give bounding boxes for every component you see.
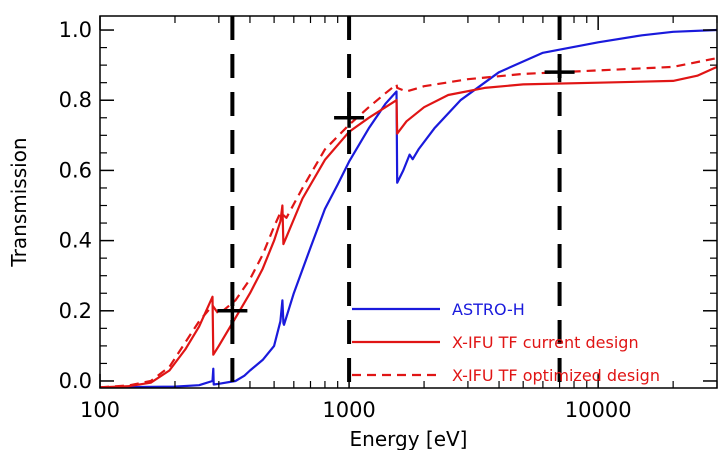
x-tick-label: 1000 (322, 398, 375, 422)
y-tick-label: 1.0 (59, 18, 92, 42)
y-tick-label: 0.4 (59, 229, 92, 253)
tick-labels: 100 1000 10000 0.0 0.2 0.4 0.6 0.8 1.0 (59, 18, 632, 422)
y-tick-label: 0.0 (59, 369, 92, 393)
x-tick-label: 10000 (565, 398, 632, 422)
x-tick-label: 100 (80, 398, 120, 422)
legend-label-2: X-IFU TF optimized design (452, 366, 660, 385)
y-tick-label: 0.8 (59, 88, 92, 112)
legend: ASTRO-H X-IFU TF current design X-IFU TF o… (352, 300, 660, 385)
y-tick-label: 0.2 (59, 299, 92, 323)
y-axis-title: Transmission (7, 137, 31, 267)
legend-label-0: ASTRO-H (452, 300, 525, 319)
plot-frame (99, 15, 718, 389)
y-tick-label: 0.6 (59, 158, 92, 182)
series-line-2 (99, 57, 718, 389)
legend-label-1: X-IFU TF current design (452, 333, 639, 352)
axis-ticks (99, 16, 718, 388)
cross-markers (217, 62, 575, 321)
x-axis-title: Energy [eV] (350, 427, 468, 450)
